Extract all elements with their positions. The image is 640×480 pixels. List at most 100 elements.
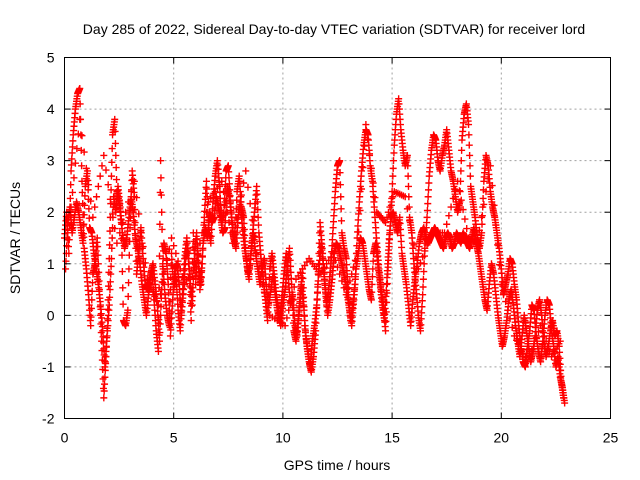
tick-labels-layer: 0 5 10 15 20 25 -2 -1 0 1 2 3 4 5 (42, 50, 618, 446)
data-point-marker (106, 278, 114, 286)
data-point-marker (286, 250, 294, 258)
data-point-marker (180, 261, 188, 269)
data-point-marker (168, 314, 176, 322)
data-point-marker (168, 255, 176, 263)
data-point-marker (285, 306, 293, 314)
data-point-marker (336, 181, 344, 189)
data-point-marker (510, 332, 518, 340)
data-point-marker (408, 229, 416, 237)
data-point-marker (538, 327, 546, 335)
data-point-marker (537, 322, 545, 330)
data-point-marker (257, 273, 265, 281)
data-point-marker (358, 185, 366, 193)
data-point-marker (544, 342, 552, 350)
data-point-marker (112, 164, 120, 172)
data-point-marker (113, 176, 121, 184)
data-point-marker (62, 265, 70, 273)
data-point-marker (85, 214, 93, 222)
data-point-marker (198, 260, 206, 268)
data-point-marker (130, 177, 138, 185)
data-point-marker (389, 193, 397, 201)
data-point-marker (329, 224, 337, 232)
data-point-marker (107, 255, 115, 263)
data-point-marker (368, 288, 376, 296)
data-point-marker (336, 169, 344, 177)
data-point-marker (490, 201, 498, 209)
data-point-marker (313, 301, 321, 309)
data-point-marker (118, 251, 126, 259)
data-point-marker (331, 194, 339, 202)
y-tick-label: 3 (47, 153, 55, 169)
data-point-marker (424, 193, 432, 201)
data-point-marker (87, 322, 95, 330)
data-point-marker (193, 235, 201, 243)
data-point-marker (486, 162, 494, 170)
data-point-marker (475, 226, 483, 234)
data-point-marker (384, 253, 392, 261)
data-point-marker (478, 220, 486, 228)
y-tick-label: -2 (42, 411, 55, 427)
data-point-marker (253, 198, 261, 206)
data-point-marker (348, 270, 356, 278)
data-point-marker (398, 243, 406, 251)
data-point-marker (403, 151, 411, 159)
data-point-marker (396, 219, 404, 227)
data-point-marker (154, 307, 162, 315)
data-point-marker (246, 200, 254, 208)
data-point-marker (156, 220, 164, 228)
data-point-marker (125, 198, 133, 206)
data-point-marker (457, 167, 465, 175)
y-axis-label: SDTVAR / TECUs (7, 182, 23, 294)
data-point-marker (104, 305, 112, 313)
data-point-marker (262, 296, 270, 304)
data-point-marker (167, 326, 175, 334)
data-point-marker (381, 310, 389, 318)
data-point-marker (141, 259, 149, 267)
data-point-marker (401, 193, 409, 201)
data-point-marker (170, 242, 178, 250)
data-point-marker (451, 186, 459, 194)
data-point-marker (225, 168, 233, 176)
data-point-marker (337, 205, 345, 213)
data-point-marker (389, 164, 397, 172)
data-point-marker (441, 229, 449, 237)
data-point-marker (337, 193, 345, 201)
data-point-marker (313, 295, 321, 303)
data-point-marker (397, 231, 405, 239)
data-point-marker (70, 174, 78, 182)
data-point-marker (283, 314, 291, 322)
data-point-marker (101, 380, 109, 388)
y-tick-label: 4 (47, 101, 55, 117)
data-point-marker (492, 221, 500, 229)
data-point-marker (466, 162, 474, 170)
data-point-marker (194, 249, 202, 257)
data-point-marker (88, 287, 96, 295)
data-point-marker (111, 115, 119, 123)
data-point-marker (231, 227, 239, 235)
data-point-marker (69, 137, 77, 145)
data-point-marker (157, 311, 165, 319)
data-point-marker (79, 239, 87, 247)
data-point-marker (189, 292, 197, 300)
data-point-marker (350, 263, 358, 271)
data-point-marker (139, 243, 147, 251)
data-point-marker (521, 353, 529, 361)
data-point-marker (519, 349, 527, 357)
data-point-marker (198, 229, 206, 237)
data-point-marker (119, 219, 127, 227)
data-point-marker (81, 192, 89, 200)
data-point-marker (158, 225, 166, 233)
data-point-marker (202, 208, 210, 216)
data-point-marker (91, 203, 99, 211)
data-point-marker (203, 193, 211, 201)
data-point-marker (111, 225, 119, 233)
data-point-marker (367, 164, 375, 172)
data-point-marker (69, 143, 77, 151)
data-point-marker (100, 151, 108, 159)
data-point-marker (137, 226, 145, 234)
data-point-marker (329, 218, 337, 226)
data-point-marker (465, 121, 473, 129)
data-point-marker (165, 245, 173, 253)
data-point-marker (540, 332, 548, 340)
